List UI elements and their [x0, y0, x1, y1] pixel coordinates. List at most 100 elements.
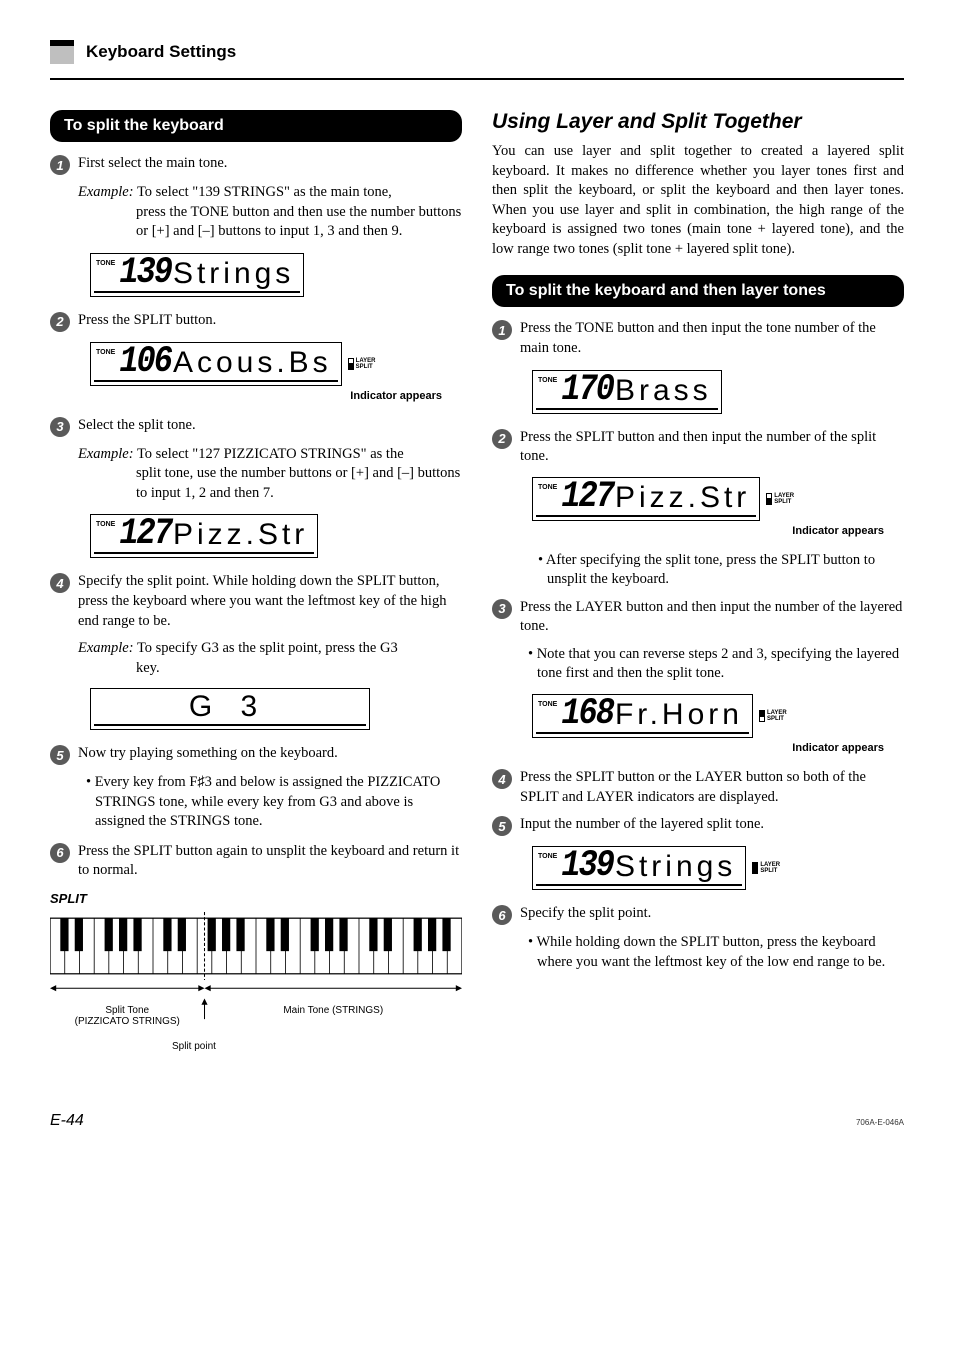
r-step-6: 6 Specify the split point.	[492, 904, 904, 925]
example-text: To specify G3 as the split point, press …	[137, 640, 398, 656]
step-text: Select the split tone.	[78, 416, 462, 436]
lcd-1: TONE 139 Strings	[90, 252, 462, 297]
page-footer: E-44 706A-E-046A	[50, 1112, 904, 1130]
page-number: E-44	[50, 1112, 84, 1130]
lcd-digits: 106	[119, 343, 171, 380]
lcd-name: Pizz.Str	[613, 483, 750, 513]
split-label: SPLIT	[767, 716, 784, 722]
lcd-name: Brass	[613, 376, 712, 406]
step-text: Specify the split point. While holding d…	[78, 572, 462, 631]
example-block: Example: To specify G3 as the split poin…	[78, 639, 462, 659]
page-header: Keyboard Settings	[50, 40, 904, 64]
section-heading: Using Layer and Split Together	[492, 110, 904, 134]
split-label: SPLIT	[356, 364, 373, 370]
step-2: 2 Press the SPLIT button.	[50, 311, 462, 332]
example-block: Example: To select "139 STRINGS" as the …	[78, 183, 462, 203]
figure-labels: Split Tone (PIZZICATO STRINGS) Main Tone…	[50, 1005, 462, 1027]
lcd-indicators: LAYER SPLIT	[752, 862, 780, 874]
split-tone-label: Split Tone	[50, 1005, 205, 1016]
intro-paragraph: You can use layer and split together to …	[492, 142, 904, 259]
lcd-tone-label: TONE	[538, 853, 557, 882]
step-number-icon: 3	[492, 599, 512, 619]
lcd-indicators: LAYER SPLIT	[759, 710, 787, 722]
lcd-tone-label: TONE	[538, 701, 557, 730]
lcd-digits: 139	[561, 848, 613, 885]
split-tone-label2: (PIZZICATO STRINGS)	[50, 1016, 205, 1027]
step-text: Specify the split point.	[520, 904, 904, 924]
indicator-note: Indicator appears	[532, 742, 904, 754]
left-column: To split the keyboard 1 First select the…	[50, 110, 462, 1052]
step-text: Press the LAYER button and then input th…	[520, 598, 904, 637]
example-label: Example:	[78, 184, 134, 200]
step-number-icon: 6	[492, 905, 512, 925]
lcd-digits: 170	[561, 371, 613, 408]
example-label: Example:	[78, 446, 134, 462]
step-number-icon: 1	[50, 155, 70, 175]
step-1: 1 First select the main tone.	[50, 154, 462, 175]
step-6: 6 Press the SPLIT button again to unspli…	[50, 842, 462, 881]
section-pill-split: To split the keyboard	[50, 110, 462, 142]
header-ornament	[50, 40, 74, 64]
step-text: Press the SPLIT button again to unsplit …	[78, 842, 462, 881]
header-rule	[50, 78, 904, 80]
lcd-name: G 3	[149, 692, 307, 722]
lcd-digits: 127	[561, 478, 613, 515]
split-label: SPLIT	[774, 499, 791, 505]
r-lcd-3: TONE 168 Fr.Horn LAYER SPLIT Indicator a…	[532, 694, 904, 754]
lcd-4: G 3	[90, 688, 462, 730]
example-cont: key.	[136, 659, 462, 679]
step-number-icon: 2	[492, 429, 512, 449]
step-number-icon: 3	[50, 417, 70, 437]
doc-code: 706A-E-046A	[856, 1118, 904, 1127]
step-bullet: • After specifying the split tone, press…	[538, 551, 904, 590]
lcd-digits: 127	[119, 516, 171, 553]
step-bullet: • While holding down the SPLIT button, p…	[528, 933, 904, 972]
step-4: 4 Specify the split point. While holding…	[50, 572, 462, 631]
step-text: Press the TONE button and then input the…	[520, 319, 904, 358]
example-cont: split tone, use the number buttons or [+…	[136, 464, 462, 503]
step-text: Now try playing something on the keyboar…	[78, 744, 462, 764]
split-point-label: Split point	[172, 1041, 462, 1052]
example-block: Example: To select "127 PIZZICATO STRING…	[78, 445, 462, 465]
section-pill-layer-split: To split the keyboard and then layer ton…	[492, 275, 904, 307]
lcd-name: Pizz.Str	[171, 520, 308, 550]
step-bullet: • Note that you can reverse steps 2 and …	[528, 645, 904, 684]
step-text: Press the SPLIT button and then input th…	[520, 428, 904, 467]
lcd-tone-label: TONE	[96, 521, 115, 550]
r-step-5: 5 Input the number of the layered split …	[492, 815, 904, 836]
step-text: Input the number of the layered split to…	[520, 815, 904, 835]
r-lcd-1: TONE 170 Brass	[532, 369, 904, 414]
r-step-2: 2 Press the SPLIT button and then input …	[492, 428, 904, 467]
step-number-icon: 4	[492, 769, 512, 789]
lcd-tone-label: TONE	[96, 349, 115, 378]
example-text: To select "139 STRINGS" as the main tone…	[137, 184, 392, 200]
r-step-3: 3 Press the LAYER button and then input …	[492, 598, 904, 637]
figure-title: SPLIT	[50, 891, 462, 906]
r-step-1: 1 Press the TONE button and then input t…	[492, 319, 904, 358]
main-tone-label: Main Tone (STRINGS)	[205, 1005, 463, 1016]
right-column: Using Layer and Split Together You can u…	[492, 110, 904, 1052]
content-columns: To split the keyboard 1 First select the…	[50, 110, 904, 1052]
step-number-icon: 1	[492, 320, 512, 340]
lcd-name: Acous.Bs	[171, 348, 332, 378]
r-lcd-5: TONE 139 Strings LAYER SPLIT	[532, 846, 904, 890]
step-text: Press the SPLIT button or the LAYER butt…	[520, 768, 904, 807]
step-bullet: • Every key from F♯3 and below is assign…	[86, 773, 462, 832]
split-label: SPLIT	[760, 868, 777, 874]
lcd-tone-label: TONE	[538, 484, 557, 513]
step-number-icon: 5	[50, 745, 70, 765]
step-5: 5 Now try playing something on the keybo…	[50, 744, 462, 765]
lcd-2: TONE 106 Acous.Bs LAYER SPLIT Indicator …	[90, 342, 462, 402]
lcd-3: TONE 127 Pizz.Str	[90, 513, 462, 558]
example-label: Example:	[78, 640, 134, 656]
step-number-icon: 5	[492, 816, 512, 836]
example-cont: press the TONE button and then use the n…	[136, 203, 462, 242]
step-3: 3 Select the split tone.	[50, 416, 462, 437]
lcd-name: Strings	[171, 259, 294, 289]
step-text: Press the SPLIT button.	[78, 311, 462, 331]
lcd-tone-label: TONE	[538, 377, 557, 406]
step-number-icon: 2	[50, 312, 70, 332]
lcd-name: Fr.Horn	[613, 700, 743, 730]
lcd-digits: 139	[119, 254, 171, 291]
lcd-tone-label: TONE	[96, 260, 115, 289]
